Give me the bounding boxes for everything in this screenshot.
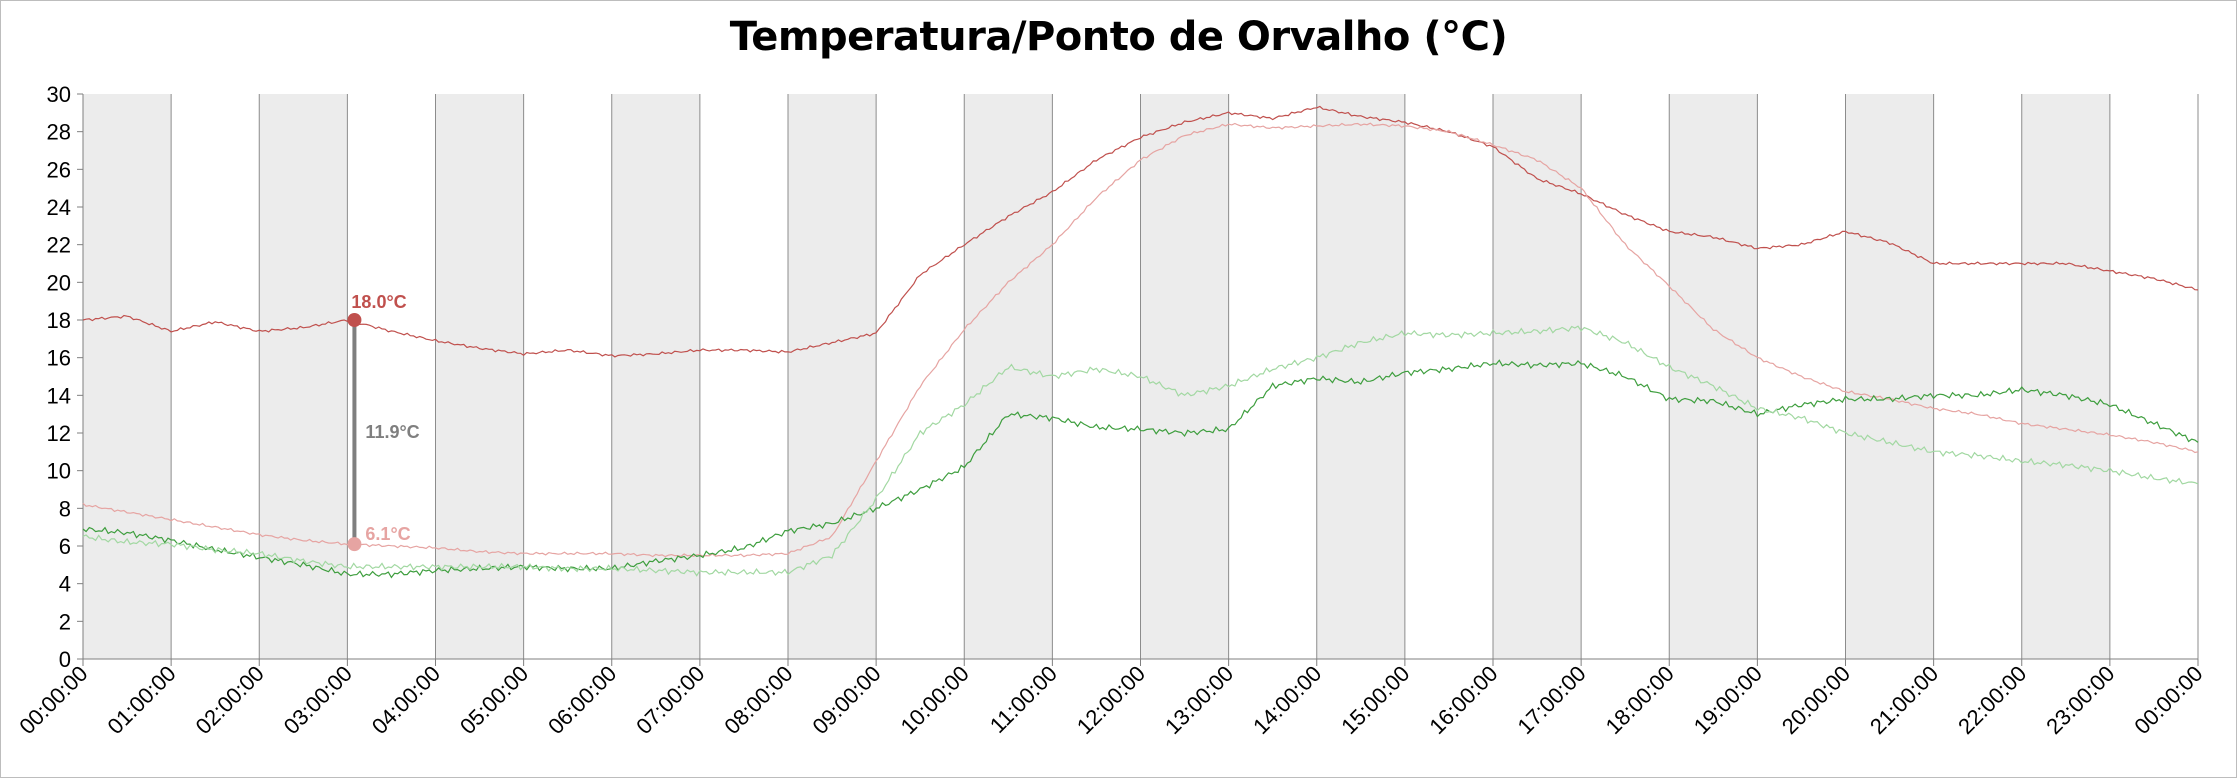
x-tick-label: 23:00:00: [2041, 661, 2119, 739]
x-tick-label: 04:00:00: [367, 661, 445, 739]
hour-bands: [83, 94, 2110, 659]
hour-band: [1140, 94, 1229, 659]
x-axis-tick-labels: 00:00:00 01:00:00 02:00:00 03:00:00 04:00:00…: [14, 661, 2207, 739]
x-tick-label: 06:00:00: [543, 661, 621, 739]
x-tick-label: 16:00:00: [1424, 661, 1502, 739]
x-tick-label: 20:00:00: [1777, 661, 1855, 739]
hour-band: [788, 94, 877, 659]
chart-title: Temperatura/Ponto de Orvalho (°C): [729, 14, 1508, 60]
series-line-2: [82, 122, 2199, 558]
hour-band: [83, 94, 172, 659]
difference-annotation: 11.9°C: [365, 422, 419, 442]
y-tick-label: 6: [59, 534, 71, 559]
series-line-1: [82, 105, 2199, 358]
x-tick-label: 00:00:00: [2129, 661, 2207, 739]
y-tick-label: 10: [47, 459, 71, 484]
x-tick-label: 13:00:00: [1160, 661, 1238, 739]
y-tick-label: 20: [47, 270, 71, 295]
hour-band: [1316, 94, 1405, 659]
x-tick-label: 19:00:00: [1689, 661, 1767, 739]
x-tick-label: 05:00:00: [455, 661, 533, 739]
x-tick-label: 22:00:00: [1953, 661, 2031, 739]
x-tick-label: 18:00:00: [1601, 661, 1679, 739]
dewpoint-annotation: 6.1°C: [365, 524, 410, 544]
series-lines: [82, 105, 2199, 579]
x-tick-label: 14:00:00: [1248, 661, 1326, 739]
x-tick-label: 00:00:00: [14, 661, 92, 739]
x-tick-label: 12:00:00: [1072, 661, 1150, 739]
y-tick-label: 28: [47, 120, 71, 145]
y-tick-label: 8: [59, 496, 71, 521]
temperature-marker: [347, 313, 362, 327]
hour-band: [1845, 94, 1934, 659]
x-tick-label: 11:00:00: [985, 661, 1062, 738]
dewpoint-marker: [347, 537, 362, 552]
hour-band: [2021, 94, 2110, 659]
x-tick-label: 21:00:00: [1865, 661, 1943, 739]
y-tick-label: 22: [47, 233, 71, 258]
y-tick-label: 16: [47, 346, 71, 371]
x-tick-label: 15:00:00: [1336, 661, 1414, 739]
y-tick-label: 24: [47, 195, 71, 220]
x-tick-label: 01:00:00: [102, 661, 180, 739]
y-tick-label: 12: [47, 421, 71, 446]
y-tick-label: 14: [47, 383, 71, 408]
hour-band: [259, 94, 348, 659]
hour-band: [1493, 94, 1582, 659]
y-tick-label: 0: [59, 647, 71, 672]
x-tick-label: 07:00:00: [631, 661, 709, 739]
axes: [77, 93, 2199, 666]
y-tick-label: 18: [47, 308, 71, 333]
x-tick-label: 10:00:00: [896, 661, 974, 739]
hour-band: [1669, 94, 1758, 659]
hour-band: [435, 94, 524, 659]
annotations: 18.0°C 11.9°C 6.1°C: [347, 292, 420, 552]
hour-band: [964, 94, 1053, 659]
x-tick-label: 02:00:00: [191, 661, 269, 739]
series-line-3: [82, 359, 2199, 579]
y-tick-label: 2: [59, 609, 71, 634]
x-tick-label: 17:00:00: [1512, 661, 1590, 739]
temperature-annotation: 18.0°C: [351, 292, 406, 312]
hour-band: [611, 94, 700, 659]
x-tick-label: 08:00:00: [719, 661, 797, 739]
y-tick-label: 4: [59, 572, 71, 597]
series-line-4: [82, 325, 2199, 577]
y-tick-label: 30: [47, 82, 71, 107]
y-tick-label: 26: [47, 157, 71, 182]
x-tick-label: 09:00:00: [807, 661, 885, 739]
x-tick-label: 03:00:00: [279, 661, 357, 739]
